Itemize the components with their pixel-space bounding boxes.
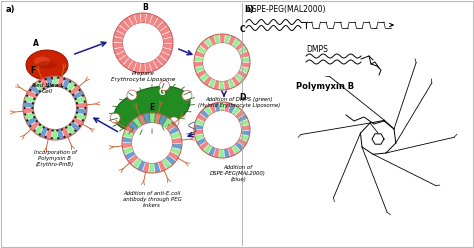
Polygon shape	[232, 106, 241, 116]
Polygon shape	[163, 117, 172, 128]
Polygon shape	[52, 129, 57, 140]
Polygon shape	[208, 147, 216, 156]
Polygon shape	[203, 76, 212, 86]
Text: Incorporation of
Polymyxin B
(Erythro-PmB): Incorporation of Polymyxin B (Erythro-Pm…	[34, 150, 76, 167]
Polygon shape	[159, 115, 167, 126]
Circle shape	[83, 100, 86, 103]
Polygon shape	[168, 152, 179, 161]
Polygon shape	[154, 17, 163, 28]
Text: D: D	[239, 93, 245, 102]
Polygon shape	[237, 138, 247, 147]
Polygon shape	[74, 96, 86, 104]
Polygon shape	[123, 58, 133, 69]
Circle shape	[76, 107, 79, 109]
Circle shape	[23, 107, 26, 109]
Circle shape	[56, 84, 59, 87]
Circle shape	[36, 120, 38, 123]
Polygon shape	[220, 102, 225, 111]
Polygon shape	[159, 26, 171, 35]
Polygon shape	[123, 147, 134, 155]
Polygon shape	[128, 155, 138, 165]
Text: B: B	[142, 3, 148, 12]
Circle shape	[76, 102, 78, 104]
Circle shape	[65, 126, 67, 129]
Polygon shape	[34, 124, 44, 135]
Polygon shape	[239, 66, 249, 73]
Polygon shape	[29, 120, 41, 131]
Polygon shape	[141, 13, 146, 23]
Polygon shape	[114, 47, 125, 55]
Circle shape	[203, 43, 241, 81]
Polygon shape	[209, 35, 216, 45]
Circle shape	[84, 107, 87, 109]
Polygon shape	[228, 79, 236, 89]
Polygon shape	[150, 15, 158, 26]
Polygon shape	[65, 124, 76, 136]
Polygon shape	[39, 126, 48, 138]
Circle shape	[79, 89, 81, 91]
Polygon shape	[241, 62, 250, 68]
Text: b): b)	[244, 5, 254, 14]
Circle shape	[63, 136, 65, 138]
Polygon shape	[134, 62, 140, 73]
Polygon shape	[224, 80, 230, 90]
Polygon shape	[239, 119, 249, 126]
Polygon shape	[197, 46, 207, 54]
Circle shape	[82, 119, 84, 122]
Polygon shape	[146, 13, 152, 24]
Polygon shape	[166, 121, 176, 131]
Polygon shape	[135, 13, 141, 24]
Polygon shape	[196, 70, 206, 78]
Polygon shape	[118, 55, 129, 65]
Polygon shape	[220, 34, 225, 43]
Circle shape	[56, 129, 59, 132]
Circle shape	[63, 78, 65, 80]
Polygon shape	[231, 144, 240, 154]
Circle shape	[82, 94, 84, 97]
Circle shape	[39, 90, 41, 93]
Polygon shape	[235, 42, 245, 51]
Circle shape	[123, 23, 163, 63]
Polygon shape	[72, 117, 84, 127]
Polygon shape	[62, 78, 71, 90]
Polygon shape	[163, 37, 173, 43]
Circle shape	[33, 98, 36, 100]
Text: Addition of
DSPE-PEG(MAL2000)
(blue): Addition of DSPE-PEG(MAL2000) (blue)	[210, 165, 266, 182]
Polygon shape	[171, 131, 182, 139]
Polygon shape	[200, 141, 209, 150]
Polygon shape	[149, 163, 155, 173]
Polygon shape	[232, 38, 241, 48]
Polygon shape	[225, 102, 231, 112]
Polygon shape	[149, 61, 157, 71]
Polygon shape	[113, 37, 123, 42]
Circle shape	[26, 119, 28, 122]
Polygon shape	[161, 48, 172, 55]
Polygon shape	[29, 84, 41, 95]
Polygon shape	[170, 148, 181, 155]
Polygon shape	[140, 63, 146, 73]
Polygon shape	[224, 148, 230, 158]
Circle shape	[79, 125, 81, 127]
Polygon shape	[228, 147, 236, 157]
Circle shape	[110, 113, 120, 123]
Polygon shape	[133, 117, 142, 128]
Circle shape	[61, 85, 63, 88]
Polygon shape	[57, 128, 64, 140]
Polygon shape	[75, 109, 87, 115]
Text: Red Blood
Cell: Red Blood Cell	[32, 83, 62, 94]
Circle shape	[43, 87, 45, 90]
Polygon shape	[214, 102, 220, 112]
Polygon shape	[194, 130, 203, 135]
Polygon shape	[200, 41, 210, 50]
Polygon shape	[237, 70, 247, 78]
Polygon shape	[162, 31, 173, 39]
Polygon shape	[197, 114, 207, 122]
Polygon shape	[194, 62, 203, 67]
Ellipse shape	[34, 57, 50, 65]
Circle shape	[169, 117, 179, 127]
Polygon shape	[62, 126, 70, 138]
Polygon shape	[74, 113, 86, 121]
Circle shape	[33, 129, 36, 132]
Circle shape	[72, 120, 74, 123]
Polygon shape	[194, 124, 203, 129]
